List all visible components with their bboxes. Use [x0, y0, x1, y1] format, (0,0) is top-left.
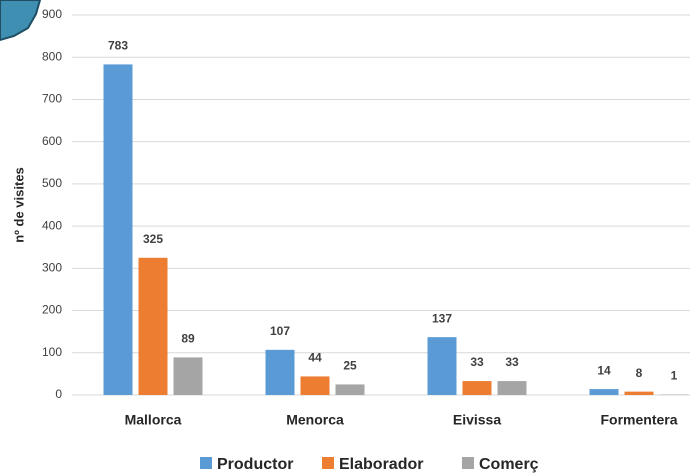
bar: [103, 64, 133, 396]
bar: [497, 381, 527, 395]
legend-label: Productor: [217, 456, 293, 473]
bar: [624, 391, 654, 395]
logo: [0, 0, 42, 42]
value-label: 137: [432, 311, 452, 325]
bar: [138, 257, 168, 395]
legend-swatch: [462, 457, 474, 469]
x-tick-label: Eivissa: [453, 412, 501, 428]
value-label: 25: [343, 359, 357, 373]
value-label: 1: [671, 369, 678, 383]
bar: [335, 384, 365, 395]
legend-swatch: [200, 457, 212, 469]
value-label: 783: [108, 39, 128, 53]
bar: [462, 381, 492, 395]
y-tick-label: 800: [42, 49, 62, 63]
bar: [427, 337, 457, 395]
bar: [300, 376, 330, 395]
value-label: 325: [143, 232, 163, 246]
y-axis-label: nº de visites: [11, 167, 26, 243]
legend-label: Elaborador: [339, 456, 423, 473]
x-tick-label: Mallorca: [125, 412, 182, 428]
y-tick-label: 600: [42, 134, 62, 148]
value-label: 8: [636, 366, 643, 380]
y-tick-label: 100: [42, 345, 62, 359]
legend-label: Comerç: [479, 456, 539, 473]
y-tick-label: 300: [42, 261, 62, 275]
y-tick-label: 900: [42, 7, 62, 21]
y-tick-label: 0: [55, 387, 62, 401]
x-tick-label: Formentera: [600, 412, 677, 428]
y-tick-label: 200: [42, 303, 62, 317]
bar: [589, 389, 619, 395]
y-tick-label: 700: [42, 92, 62, 106]
value-label: 89: [181, 332, 195, 346]
legend-swatch: [322, 457, 334, 469]
bar: [173, 357, 203, 395]
value-label: 107: [270, 324, 290, 338]
x-tick-label: Menorca: [286, 412, 344, 428]
bar: [265, 349, 295, 395]
value-label: 14: [597, 363, 611, 377]
value-label: 33: [470, 355, 484, 369]
y-tick-label: 400: [42, 218, 62, 232]
value-label: 44: [308, 351, 322, 365]
y-tick-label: 500: [42, 176, 62, 190]
value-label: 33: [505, 355, 519, 369]
